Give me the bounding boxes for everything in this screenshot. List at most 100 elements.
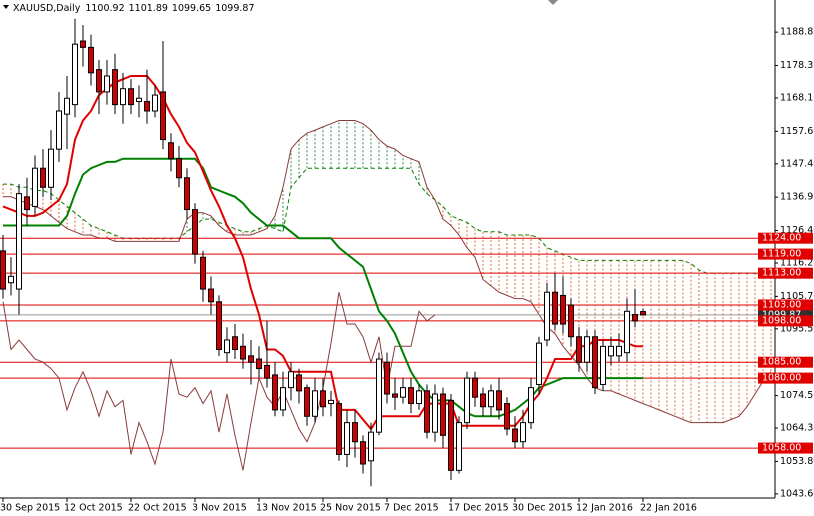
y-tick-label: 1126.40 xyxy=(780,225,814,236)
level-box xyxy=(758,442,813,454)
candle-body xyxy=(80,40,86,48)
x-tick-label: 3 Nov 2015 xyxy=(192,503,247,514)
candle-body xyxy=(168,142,174,160)
candle-body xyxy=(336,403,342,455)
candle-body xyxy=(272,374,278,411)
x-tick-label: 30 Dec 2015 xyxy=(512,503,573,514)
y-tick-label: 1178.30 xyxy=(780,60,814,71)
candle-body xyxy=(96,69,102,93)
level-box xyxy=(758,372,813,384)
candle-body xyxy=(360,441,366,465)
candle-body xyxy=(296,374,302,392)
candle-body xyxy=(72,43,78,106)
candle-body xyxy=(560,294,566,325)
candle-body xyxy=(136,97,142,102)
candle-body xyxy=(248,355,254,363)
candle-body xyxy=(144,100,150,112)
candle-body xyxy=(480,393,486,408)
x-tick-label: 30 Sep 2015 xyxy=(0,503,60,514)
candle-body xyxy=(576,336,582,363)
candle-body xyxy=(200,256,206,290)
candle-body xyxy=(488,390,494,408)
candle-body xyxy=(160,91,166,141)
y-tick-label: 1053.80 xyxy=(780,456,814,467)
kijun-sen xyxy=(3,157,643,418)
header-text: XAUUSD,Daily 1100.92 1101.89 1099.65 1099.87 xyxy=(13,3,255,14)
candle-body xyxy=(176,158,182,179)
y-tick-label: 1116.20 xyxy=(780,257,814,268)
candle-body xyxy=(472,377,478,398)
level-label: 1058.00 xyxy=(762,443,801,454)
close-value: 1099.87 xyxy=(215,3,254,14)
candle-body xyxy=(152,94,158,112)
candle-body xyxy=(280,387,286,411)
x-tick-label: 7 Dec 2015 xyxy=(384,503,439,514)
candle-body xyxy=(392,393,398,398)
last-price-label: 1099.87 xyxy=(762,309,801,320)
candle-body xyxy=(632,314,638,322)
y-tick-label: 1147.40 xyxy=(780,158,814,169)
candle-body xyxy=(40,167,46,188)
high-value: 1101.89 xyxy=(129,3,168,14)
candle-body xyxy=(24,196,30,211)
candle-body xyxy=(464,377,470,424)
level-box xyxy=(758,232,813,244)
candle-body xyxy=(16,193,22,290)
x-tick-label: 22 Oct 2015 xyxy=(128,503,187,514)
level-label: 1080.00 xyxy=(762,373,801,384)
chikou-span xyxy=(2,292,436,471)
candle-body xyxy=(120,88,126,106)
x-tick-label: 22 Jan 2016 xyxy=(640,503,697,514)
y-tick-label: 1105.70 xyxy=(780,291,814,302)
open-value: 1100.92 xyxy=(85,3,124,14)
candle-body xyxy=(440,393,446,436)
candle-body xyxy=(528,387,534,424)
candle-body xyxy=(48,148,54,188)
scroll-marker xyxy=(548,0,558,5)
candle-body xyxy=(624,310,630,354)
candle-body xyxy=(240,345,246,360)
header: XAUUSD,Daily 1100.92 1101.89 1099.65 1099.87 xyxy=(3,0,558,14)
level-label: 1103.00 xyxy=(762,299,801,310)
x-tick-label: 13 Nov 2015 xyxy=(256,503,317,514)
candle-body xyxy=(288,371,294,389)
candle-body xyxy=(64,97,70,115)
senkou-span-b xyxy=(3,120,772,424)
candle-body xyxy=(0,250,6,290)
level-box xyxy=(758,315,813,327)
candle-body xyxy=(608,345,614,357)
level-box xyxy=(758,267,813,279)
candle-body xyxy=(616,345,622,357)
symbol: XAUUSD,Daily xyxy=(13,3,81,14)
candle-body xyxy=(600,345,606,385)
menu-icon xyxy=(3,5,9,9)
candle-body xyxy=(320,390,326,408)
candle-body xyxy=(504,403,510,430)
candle-body xyxy=(456,422,462,471)
x-tick-label: 25 Nov 2015 xyxy=(320,503,381,514)
x-tick-label: 12 Oct 2015 xyxy=(64,503,123,514)
plot-area xyxy=(0,18,775,487)
candle-body xyxy=(544,291,550,341)
level-label: 1098.00 xyxy=(762,315,801,326)
candle-body xyxy=(208,288,214,303)
candle-body xyxy=(584,336,590,363)
y-tick-label: 1043.60 xyxy=(780,488,814,499)
candle-body xyxy=(568,304,574,338)
level-label: 1113.00 xyxy=(762,268,801,279)
y-tick-label: 1168.10 xyxy=(780,92,814,103)
y-tick-label: 1157.60 xyxy=(780,126,814,137)
level-box xyxy=(758,248,813,260)
candle-body xyxy=(352,422,358,443)
candle-body xyxy=(232,336,238,350)
y-tick-label: 1188.80 xyxy=(780,27,814,38)
candle-body xyxy=(112,69,118,106)
candle-body xyxy=(264,364,270,379)
x-tick-label: 12 Jan 2016 xyxy=(576,503,633,514)
candle-body xyxy=(56,110,62,150)
candle-body xyxy=(640,311,646,316)
candle-body xyxy=(304,387,310,417)
